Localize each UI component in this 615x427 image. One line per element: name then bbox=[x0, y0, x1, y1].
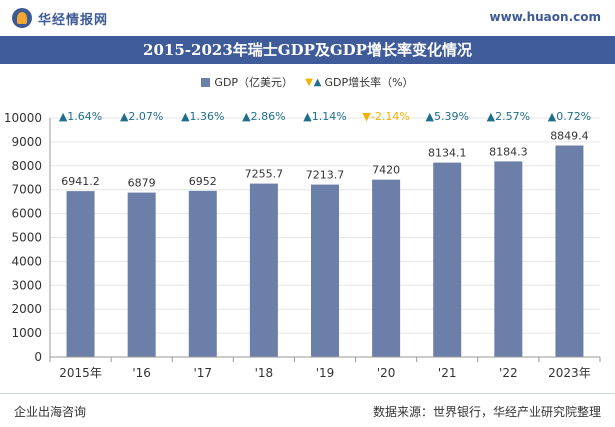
y-tick-label: 0 bbox=[34, 350, 42, 364]
bar-value-label: 8849.4 bbox=[550, 129, 589, 142]
bar-value-label: 8134.1 bbox=[428, 147, 467, 160]
x-tick-label: 2015年 bbox=[59, 366, 102, 380]
growth-rate-label: ▲2.86% bbox=[242, 110, 285, 123]
bar-0 bbox=[66, 191, 95, 357]
bar-value-label: 7420 bbox=[372, 164, 400, 177]
x-tick-label: '17 bbox=[193, 366, 212, 380]
triangle-up-icon: ▲ bbox=[313, 76, 322, 88]
y-tick-label: 5000 bbox=[11, 231, 42, 245]
top-bar: 华经情报网 www.huaon.com bbox=[0, 0, 615, 36]
x-axis: 2015年 '16 '17 '18 '19 '20 '21 '22 2023年 bbox=[49, 356, 601, 380]
growth-rate-label: ▲2.07% bbox=[120, 110, 163, 123]
triangle-down-icon: ▼ bbox=[305, 76, 313, 88]
y-tick-label: 7000 bbox=[11, 183, 42, 197]
y-tick-label: 8000 bbox=[11, 159, 42, 173]
bar-value-label: 7213.7 bbox=[306, 169, 345, 182]
growth-rate-label: ▲0.72% bbox=[548, 110, 591, 123]
bar-8 bbox=[555, 145, 584, 357]
bar-value-label: 8184.3 bbox=[489, 145, 528, 158]
bar-value-labels: 6941.2 6879 6952 7255.7 7213.7 7420 8134.1 8184… bbox=[61, 129, 588, 189]
bar-value-label: 6941.2 bbox=[61, 175, 100, 188]
y-tick-label: 10000 bbox=[4, 111, 42, 125]
x-tick-label: 2023年 bbox=[548, 366, 591, 380]
bar-value-label: 6879 bbox=[128, 177, 156, 190]
x-tick-label: '20 bbox=[377, 366, 396, 380]
growth-rate-label: ▲2.57% bbox=[487, 110, 530, 123]
x-tick-label: '16 bbox=[132, 366, 151, 380]
y-tick-label: 4000 bbox=[11, 254, 42, 268]
bar-6 bbox=[433, 162, 462, 357]
x-tick-label: '22 bbox=[499, 366, 518, 380]
chart-legend: GDP（亿美元） ▼ ▲ GDP增长率（%） bbox=[0, 74, 615, 90]
y-axis: 0 1000 2000 3000 4000 5000 6000 7000 8000 9000 100… bbox=[4, 111, 51, 364]
y-tick-label: 6000 bbox=[11, 207, 42, 221]
footer-consult-link[interactable]: 企业出海咨询 bbox=[14, 405, 87, 419]
y-tick-label: 1000 bbox=[11, 326, 42, 340]
brand-logo-icon bbox=[12, 8, 32, 28]
x-tick-label: '18 bbox=[255, 366, 274, 380]
y-tick-label: 9000 bbox=[11, 135, 42, 149]
legend-label-growth: GDP增长率（%） bbox=[324, 76, 414, 89]
bar-value-label: 7255.7 bbox=[245, 168, 284, 181]
title-bar: 2015-2023年瑞士GDP及GDP增长率变化情况 bbox=[0, 36, 615, 64]
bar-2 bbox=[188, 190, 217, 357]
brand-name: 华经情报网 bbox=[38, 12, 109, 28]
y-tick-label: 3000 bbox=[11, 278, 42, 292]
footer-source: 数据来源：世界银行，华经产业研究院整理 bbox=[372, 405, 601, 419]
growth-rate-label: ▼-2.14% bbox=[362, 110, 409, 123]
legend-item-gdp[interactable]: GDP（亿美元） bbox=[201, 74, 293, 90]
growth-rate-label: ▲1.36% bbox=[181, 110, 224, 123]
bar-1 bbox=[127, 192, 156, 357]
brand-logo[interactable]: 华经情报网 bbox=[12, 8, 108, 28]
growth-rate-label: ▲1.14% bbox=[303, 110, 346, 123]
bar-5 bbox=[372, 179, 401, 357]
site-url-link[interactable]: www.huaon.com bbox=[489, 10, 601, 24]
chart-title: 2015-2023年瑞士GDP及GDP增长率变化情况 bbox=[143, 41, 472, 59]
y-tick-label: 2000 bbox=[11, 302, 42, 316]
growth-rate-labels: ▲1.64% ▲2.07% ▲1.36% ▲2.86% ▲1.14% ▼-2.14% ▲5.… bbox=[59, 110, 591, 123]
legend-item-growth[interactable]: ▼ ▲ GDP增长率（%） bbox=[305, 74, 414, 90]
legend-label-gdp: GDP（亿美元） bbox=[214, 76, 294, 89]
growth-rate-label: ▲1.64% bbox=[59, 110, 102, 123]
footer: 企业出海咨询 数据来源：世界银行，华经产业研究院整理 bbox=[0, 393, 615, 427]
bar-swatch-icon bbox=[201, 77, 211, 87]
bar-3 bbox=[249, 183, 278, 357]
x-tick-label: '19 bbox=[316, 366, 335, 380]
bar-value-label: 6952 bbox=[189, 175, 217, 188]
x-tick-label: '21 bbox=[438, 366, 457, 380]
chart-bars bbox=[66, 145, 584, 357]
growth-rate-label: ▲5.39% bbox=[426, 110, 469, 123]
bar-4 bbox=[311, 184, 339, 357]
bar-7 bbox=[494, 161, 523, 357]
